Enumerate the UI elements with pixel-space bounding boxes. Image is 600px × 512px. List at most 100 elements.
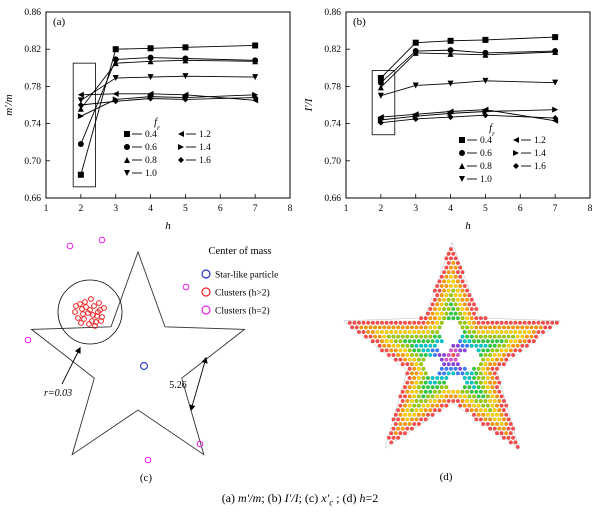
bottom-row: r=0.03 5.26 Center of mass Star-like partic…: [0, 232, 600, 488]
marker-triangle-left: [77, 91, 84, 98]
marker-square: [112, 46, 119, 53]
caption-segment: m′/m: [238, 491, 262, 505]
series-1.0: [377, 77, 559, 99]
marker-triangle-up: [482, 51, 489, 58]
y-tick-label: 0.86: [24, 8, 41, 18]
plot-frame: [345, 11, 591, 199]
panel-c-star-scatter: r=0.03 5.26 Center of mass Star-like partic…: [0, 232, 300, 488]
series-1.6: [377, 112, 559, 126]
marker-circle: [377, 79, 384, 86]
axis-ticks: 1 2 3 4 5 6 7 8 0.66 0.70 0.74 0.78 0.82 0.86: [324, 8, 592, 214]
series-0.6: [77, 54, 259, 148]
marker-triangle-left: [182, 91, 189, 98]
plot-frame: [45, 11, 291, 199]
marker-circle: [447, 47, 454, 54]
legend-item-label: 0.4: [145, 130, 157, 140]
legend-item-label: 0.4: [480, 136, 492, 146]
marker-triangle-up: [459, 163, 465, 169]
legend-swatch-circle: [201, 269, 211, 279]
marker-square: [552, 34, 559, 41]
x-tick-label: 7: [253, 204, 258, 214]
marker-diamond: [147, 95, 154, 102]
y-tick-label: 0.70: [324, 157, 341, 167]
x-tick-label: 3: [113, 204, 118, 214]
caption-segment: x′: [321, 491, 330, 505]
cluster-circle: [57, 279, 123, 345]
y-tick-label: 0.82: [24, 45, 41, 55]
x-tick-label: 3: [413, 204, 418, 214]
marker-triangle-up: [124, 157, 130, 163]
marker-triangle-up: [252, 58, 259, 65]
particle-dots: [347, 247, 559, 450]
panel-label: (b): [353, 16, 366, 28]
top-row: 1 2 3 4 5 6 7 8 0.66 0.70 0.74 0.78 0.82 0.86 h m′/m (a)…: [0, 0, 600, 232]
marker-square: [377, 75, 384, 82]
star-boundary: [342, 241, 562, 449]
marker-diamond: [252, 94, 259, 101]
legend-item-label: 0.8: [145, 156, 157, 166]
marker-square: [147, 45, 154, 52]
legend: fr0.4 0.6 0.8 1.0 1.2 1.4 1.6: [459, 123, 546, 185]
caption-segment: h: [359, 491, 366, 505]
figure-caption: (a) m′/m; (b) I′/I; (c) x′c ; (d) h=2: [0, 488, 600, 512]
marker-triangle-up: [552, 48, 559, 55]
marker-diamond: [482, 112, 489, 119]
marker-diamond: [552, 115, 559, 122]
panel-c-legend-label: Star-like particle: [215, 271, 278, 281]
legend-item-label: 0.8: [480, 162, 492, 172]
marker-triangle-down: [552, 79, 559, 86]
y-axis-label: I′/I: [303, 97, 315, 112]
highlight-box: [371, 70, 396, 136]
y-tick-label: 0.86: [324, 8, 341, 18]
marker-square: [124, 131, 130, 137]
marker-triangle-right: [552, 106, 559, 113]
marker-triangle-down: [447, 80, 454, 87]
marker-triangle-down: [482, 77, 489, 84]
marker-diamond: [513, 163, 519, 169]
marker-square: [182, 44, 189, 51]
panel-d-particle-star: (d): [300, 232, 600, 488]
cluster-points-h-gt-2: [72, 296, 107, 329]
x-tick-label: 6: [518, 204, 523, 214]
marker-square: [412, 39, 419, 46]
marker-diamond: [447, 114, 454, 121]
highlight-box: [72, 62, 96, 188]
marker-triangle-up: [182, 57, 189, 64]
chart-a-m-ratio: 1 2 3 4 5 6 7 8 0.66 0.70 0.74 0.78 0.82 0.86 h m′/m (a)…: [0, 0, 300, 232]
y-axis-label: m′/m: [3, 94, 15, 115]
panel-c-legend-label: Clusters (h=2): [215, 306, 270, 317]
series-1.0: [77, 73, 259, 104]
marker-diamond: [77, 102, 84, 108]
marker-triangle-left: [112, 90, 119, 97]
marker-triangle-right: [447, 110, 454, 117]
x-axis-label: h: [165, 220, 171, 232]
x-tick-label: 1: [44, 204, 49, 214]
axis-ticks: 1 2 3 4 5 6 7 8 0.66 0.70 0.74 0.78 0.82 0.86: [24, 8, 292, 214]
marker-triangle-down: [252, 74, 259, 81]
marker-triangle-up: [112, 60, 119, 67]
radius-annotation: r=0.03: [44, 388, 72, 399]
marker-diamond: [112, 98, 119, 105]
panel-c-legend-title: Center of mass: [209, 246, 272, 257]
x-tick-label: 2: [378, 204, 383, 214]
marker-circle: [124, 144, 130, 150]
radius-arrow: [61, 346, 81, 385]
marker-square: [77, 171, 84, 178]
marker-triangle-left: [147, 90, 154, 97]
legend-item-label: 1.2: [534, 136, 546, 146]
caption-segment: I′/I: [284, 491, 299, 505]
marker-triangle-right: [482, 108, 489, 115]
legend-title: fr: [154, 117, 160, 132]
marker-diamond: [178, 157, 184, 163]
caption-segment: ; (d): [333, 491, 360, 505]
star-outline: [30, 250, 246, 456]
chart-b-I-ratio: 1 2 3 4 5 6 7 8 0.66 0.70 0.74 0.78 0.82 0.86 h I′/I (b)…: [300, 0, 600, 232]
marker-triangle-down: [182, 73, 189, 80]
x-tick-label: 8: [288, 204, 293, 214]
x-tick-label: 2: [78, 204, 83, 214]
legend-item-label: 1.6: [534, 162, 546, 172]
marker-triangle-up: [77, 105, 84, 112]
marker-triangle-up: [412, 49, 419, 56]
legend-item-label: 1.6: [199, 156, 211, 166]
